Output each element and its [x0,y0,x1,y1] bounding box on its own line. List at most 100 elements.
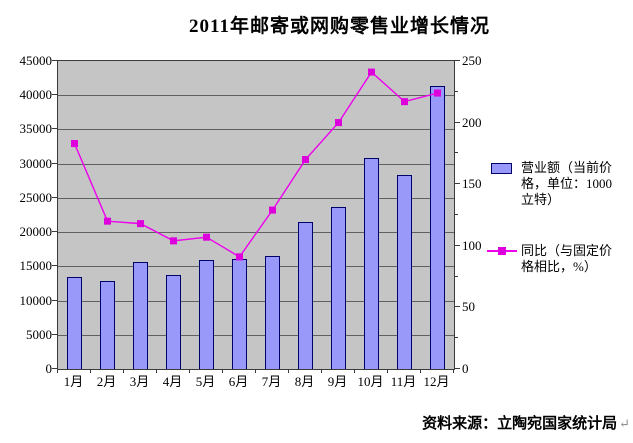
bar-series-swatch-icon [491,163,512,174]
y-right-tick [455,121,460,123]
x-tick [57,369,58,373]
legend-item-yoy: 同比（与固定价 格相比，%） [487,243,631,275]
y-right-label-100: 100 [462,237,482,253]
y-left-tick [52,162,57,164]
y-right-tick [455,275,458,277]
y-right-label-150: 150 [462,176,482,192]
gridline-35000 [58,129,454,131]
y-right-label-0: 0 [462,361,469,376]
gridline-10000 [58,300,454,302]
x-label-2月: 2月 [96,374,117,389]
x-tick [123,369,124,373]
x-tick [354,369,355,373]
legend-label-yoy: 同比（与固定价 格相比，%） [521,243,613,274]
y-left-label-15000: 15000 [19,258,53,274]
line-marker-3月 [137,220,144,228]
y-right-tick [455,337,458,339]
y-left-tick [52,299,57,301]
x-tick [189,369,190,373]
x-label-1月: 1月 [63,374,84,389]
line-marker-11月 [401,98,408,106]
x-tick [387,369,388,373]
gridline-40000 [58,95,454,97]
yoy-line [73,71,438,258]
y-right-tick [455,244,460,246]
bar-12月 [430,86,445,369]
gridline-5000 [58,334,454,336]
line-marker-1月 [71,140,78,148]
bar-4月 [166,275,181,369]
legend: 营业额（当前价 格，单位：1000 立特） 同比（与固定价 格相比，%） [487,160,631,275]
x-label-11月: 11月 [390,374,417,389]
y-left-label-20000: 20000 [19,224,53,240]
bar-10月 [364,158,379,369]
x-tick [156,369,157,373]
y-right-label-50: 50 [462,299,475,315]
line-marker-9月 [335,119,342,127]
x-tick [255,369,256,373]
y-left-label-0: 0 [45,361,53,376]
y-right-tick [455,183,460,185]
x-label-5月: 5月 [195,374,216,389]
bar-5月 [199,260,214,369]
gridline-15000 [58,266,454,268]
line-marker-4月 [170,237,177,245]
line-marker-12月 [434,89,441,97]
line-marker-10月 [368,68,375,76]
legend-item-revenue: 营业额（当前价 格，单位：1000 立特） [489,160,631,208]
x-label-10月: 10月 [357,374,384,389]
y-left-tick [52,265,57,267]
y-left-label-40000: 40000 [19,87,53,103]
paragraph-return-mark: ↵ [619,416,630,431]
y-left-tick [52,128,57,130]
x-tick [321,369,322,373]
legend-label-revenue: 营业额（当前价 格，单位：1000 立特） [521,160,613,207]
x-tick [453,369,454,373]
x-tick [420,369,421,373]
x-tick [222,369,223,373]
gridline-30000 [58,163,454,165]
y-left-label-45000: 45000 [19,53,53,68]
y-right-tick [455,368,460,369]
x-tick [90,369,91,373]
chart-title: 2011年邮寄或网购零售业增长情况 [189,16,490,37]
source-text: 资料来源：立陶宛国家统计局 [422,416,618,432]
y-left-tick [52,60,57,61]
y-left-tick [52,94,57,96]
bar-9月 [331,207,346,369]
source-note: 资料来源：立陶宛国家统计局 ↵ [422,412,630,433]
y-left-label-5000: 5000 [26,326,52,342]
y-left-label-10000: 10000 [19,292,53,308]
line-marker-8月 [302,156,309,164]
bar-11月 [397,174,412,369]
y-left-tick [52,231,57,233]
y-left-tick [52,333,57,335]
y-right-tick [455,152,458,154]
y-right-tick [455,306,460,308]
line-marker-2月 [104,217,111,225]
plot-area [57,60,455,370]
x-label-9月: 9月 [327,374,348,389]
y-left-label-30000: 30000 [19,155,53,171]
y-left-tick [52,196,57,198]
gridline-25000 [58,197,454,199]
x-label-8月: 8月 [294,374,315,389]
x-label-12月: 12月 [423,374,450,389]
x-tick [288,369,289,373]
square-marker-icon [498,247,506,255]
x-label-7月: 7月 [261,374,282,389]
bar-1月 [67,276,82,369]
y-left-tick [52,368,57,369]
line-marker-6月 [236,253,243,261]
bar-8月 [298,221,313,369]
line-series [71,68,441,261]
y-right-label-200: 200 [462,114,482,130]
line-marker-7月 [269,206,276,214]
x-label-3月: 3月 [129,374,150,389]
bar-7月 [265,256,280,369]
x-label-6月: 6月 [228,374,249,389]
y-right-tick [455,60,460,61]
line-marker-5月 [203,233,210,241]
y-right-label-250: 250 [462,53,482,68]
